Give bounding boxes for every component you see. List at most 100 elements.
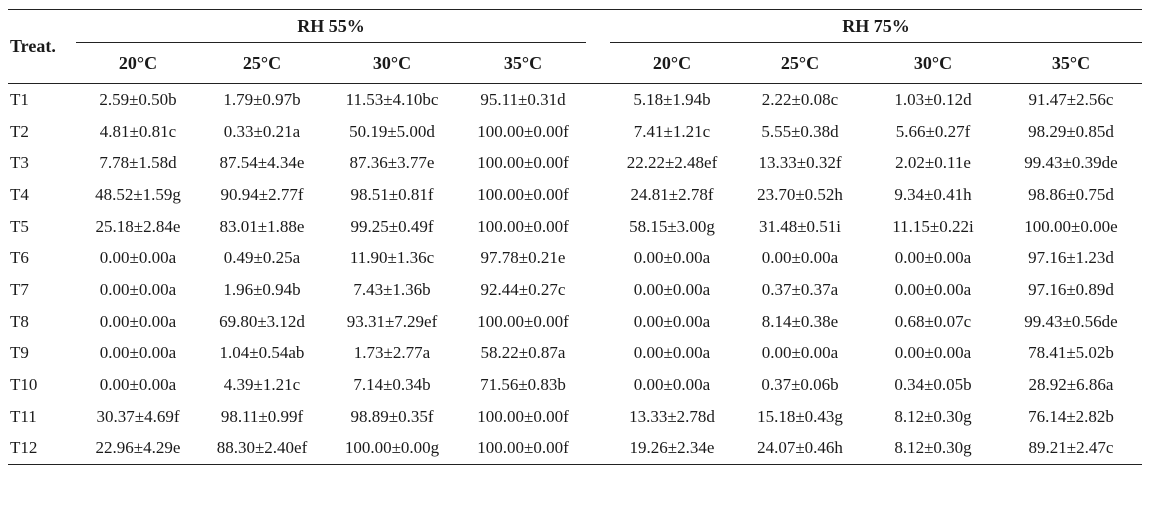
table-row: T11 30.37±4.69f 98.11±0.99f 98.89±0.35f 100.… (8, 401, 1142, 433)
table-cell: 5.55±0.38d (761, 121, 839, 141)
row-label: T7 (10, 279, 29, 299)
table-cell: 0.00±0.00a (633, 375, 711, 395)
table-cell: 100.00±0.00f (477, 121, 569, 141)
table-cell: 83.01±1.88e (219, 216, 305, 236)
table-cell: 7.14±0.34b (353, 375, 431, 395)
table-cell: 100.00±0.00g (324, 432, 460, 466)
table-cell: 100.00±0.00f (477, 311, 569, 331)
table-cell: 8.12±0.30g (894, 406, 972, 426)
table-cell: 0.00±0.00a (894, 279, 972, 299)
header-gap (586, 42, 610, 84)
table-cell: 22.22±2.48ef (626, 153, 718, 173)
table-cell: 19.26±2.34e (610, 432, 734, 466)
table-cell: 0.00±0.00a (633, 279, 711, 299)
table-cell: 13.33±0.32f (758, 153, 842, 173)
table-cell: 98.29±0.85d (1028, 121, 1114, 141)
table-cell: 0.00±0.00a (99, 248, 177, 268)
table-cell: 98.86±0.75d (1028, 184, 1114, 204)
table-cell: 15.18±0.43g (757, 406, 843, 426)
table-cell: 0.00±0.00a (99, 311, 177, 331)
table-cell: 87.54±4.34e (219, 153, 305, 173)
header-gap (586, 9, 610, 43)
table-cell: 99.43±0.56de (1024, 311, 1118, 331)
table-cell: 100.00±0.00f (477, 216, 569, 236)
table-cell: 100.00±0.00f (460, 432, 586, 466)
table-cell: 5.66±0.27f (895, 121, 971, 141)
table-cell: 13.33±2.78d (629, 406, 715, 426)
table-cell: 98.11±0.99f (220, 406, 304, 426)
table-cell: 58.22±0.87a (480, 343, 566, 363)
table-cell: 7.43±1.36b (353, 279, 431, 299)
column-gap (586, 116, 610, 148)
table-cell: 50.19±5.00d (349, 121, 435, 141)
column-gap (586, 338, 610, 370)
row-label: T3 (10, 153, 29, 173)
table-cell: 24.81±2.78f (630, 184, 714, 204)
column-gap (586, 306, 610, 338)
row-label: T8 (10, 311, 29, 331)
table-cell: 0.00±0.00a (633, 248, 711, 268)
table-cell: 24.07±0.46h (734, 432, 866, 466)
row-label: T9 (10, 343, 29, 363)
header-group-rh75: RH 75% (610, 9, 1142, 43)
table-cell: 100.00±0.00f (477, 153, 569, 173)
table-cell: 28.92±6.86a (1028, 375, 1114, 395)
table-cell: 0.68±0.07c (894, 311, 972, 331)
table-cell: 0.00±0.00a (633, 311, 711, 331)
row-label: T2 (10, 121, 29, 141)
table-cell: 97.16±1.23d (1028, 248, 1114, 268)
table-cell: 0.34±0.05b (894, 375, 972, 395)
table-row: T6 0.00±0.00a 0.49±0.25a 11.90±1.36c 97.78±0… (8, 242, 1142, 274)
column-gap (586, 242, 610, 274)
row-label: T6 (10, 248, 29, 268)
table-row: T1 2.59±0.50b 1.79±0.97b 11.53±4.10bc 95.11±… (8, 84, 1142, 116)
header-group-rh55: RH 55% (76, 9, 586, 43)
table-cell: 8.12±0.30g (866, 432, 1000, 466)
table-cell: 1.79±0.97b (223, 89, 301, 109)
column-gap (586, 369, 610, 401)
table-cell: 22.96±4.29e (76, 432, 200, 466)
table-cell: 58.15±3.00g (629, 216, 715, 236)
table-cell: 23.70±0.52h (757, 184, 843, 204)
table-cell: 0.49±0.25a (223, 248, 301, 268)
table-cell: 1.73±2.77a (353, 343, 431, 363)
header-temp: 30°C (324, 42, 460, 84)
header-temp: 30°C (866, 42, 1000, 84)
table-cell: 30.37±4.69f (96, 406, 180, 426)
table-cell: 87.36±3.77e (349, 153, 435, 173)
table-cell: 71.56±0.83b (480, 375, 566, 395)
header-temp: 25°C (200, 42, 324, 84)
table-cell: 0.37±0.37a (761, 279, 839, 299)
table-cell: 1.03±0.12d (894, 89, 972, 109)
row-label: T5 (10, 216, 29, 236)
row-label: T1 (10, 89, 29, 109)
table-row: T4 48.52±1.59g 90.94±2.77f 98.51±0.81f 100.0… (8, 179, 1142, 211)
table-body: T1 2.59±0.50b 1.79±0.97b 11.53±4.10bc 95.11±… (8, 84, 1142, 466)
table-row: T5 25.18±2.84e 83.01±1.88e 99.25±0.49f 100.0… (8, 211, 1142, 243)
header-temp: 25°C (734, 42, 866, 84)
table-cell: 4.81±0.81c (99, 121, 177, 141)
table-cell: 100.00±0.00f (477, 406, 569, 426)
table-cell: 99.25±0.49f (350, 216, 434, 236)
table-cell: 0.00±0.00a (894, 343, 972, 363)
table-cell: 1.96±0.94b (223, 279, 301, 299)
table-row: T12 22.96±4.29e 88.30±2.40ef 100.00±0.00g 10… (8, 432, 1142, 466)
table-cell: 0.33±0.21a (223, 121, 301, 141)
table-cell: 11.53±4.10bc (345, 89, 439, 109)
table-cell: 98.89±0.35f (350, 406, 434, 426)
table-cell: 89.21±2.47c (1000, 432, 1142, 466)
row-label: T10 (10, 375, 38, 395)
table-row: T2 4.81±0.81c 0.33±0.21a 50.19±5.00d 100.00±… (8, 116, 1142, 148)
table-cell: 0.37±0.06b (761, 375, 839, 395)
table-row: T10 0.00±0.00a 4.39±1.21c 7.14±0.34b 71.56±0… (8, 369, 1142, 401)
row-label: T11 (10, 406, 37, 426)
table-cell: 97.78±0.21e (480, 248, 566, 268)
table-cell: 0.00±0.00a (633, 343, 711, 363)
table-row: T9 0.00±0.00a 1.04±0.54ab 1.73±2.77a 58.22±0… (8, 338, 1142, 370)
table-cell: 0.00±0.00a (761, 248, 839, 268)
table-cell: 92.44±0.27c (480, 279, 566, 299)
header-treatment: Treat. (8, 9, 76, 84)
table-cell: 0.00±0.00a (99, 375, 177, 395)
table-cell: 91.47±2.56c (1028, 89, 1114, 109)
header-temp: 35°C (460, 42, 586, 84)
